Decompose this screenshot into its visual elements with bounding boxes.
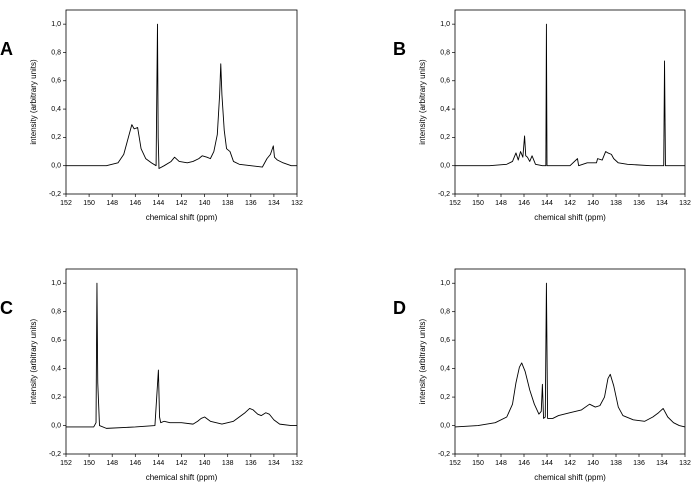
x-tick-label: 132 — [679, 460, 691, 467]
panel-letter: C — [0, 298, 13, 318]
panel-letter: D — [393, 298, 406, 318]
spectrum-line — [66, 23, 297, 169]
x-tick-label: 146 — [129, 460, 141, 467]
x-axis-label: chemical shift (ppm) — [146, 473, 218, 482]
x-tick-label: 144 — [541, 460, 553, 467]
x-tick-label: 146 — [518, 200, 530, 207]
x-tick-label: 142 — [564, 460, 576, 467]
x-tick-label: 134 — [656, 460, 668, 467]
y-tick-label: 0,6 — [440, 78, 450, 85]
x-axis-label: chemical shift (ppm) — [146, 213, 218, 222]
x-tick-label: 148 — [495, 460, 507, 467]
y-tick-label: -0,2 — [438, 451, 450, 458]
plot-frame — [454, 268, 686, 455]
x-tick-label: 134 — [268, 460, 280, 467]
x-axis-label: chemical shift (ppm) — [534, 213, 606, 222]
x-tick-label: 140 — [587, 460, 599, 467]
x-tick-label: 140 — [587, 200, 599, 207]
x-tick-label: 134 — [268, 200, 280, 207]
x-tick-label: 136 — [633, 200, 645, 207]
x-tick-label: 138 — [222, 200, 234, 207]
y-tick-label: 0,2 — [51, 134, 61, 141]
x-tick-label: 136 — [633, 460, 645, 467]
y-tick-label: 0,0 — [51, 163, 61, 170]
x-tick-label: 148 — [495, 200, 507, 207]
y-tick-label: -0,2 — [49, 191, 61, 198]
x-tick-label: 138 — [222, 460, 234, 467]
x-tick-label: 152 — [60, 460, 72, 467]
x-tick-label: 144 — [541, 200, 553, 207]
y-tick-label: 0,0 — [440, 422, 450, 429]
x-tick-label: 150 — [472, 200, 484, 207]
y-tick-label: 0,4 — [51, 106, 61, 113]
y-tick-label: 0,2 — [440, 394, 450, 401]
y-tick-label: 1,0 — [440, 280, 450, 287]
panel-letter: A — [0, 39, 13, 59]
spectrum-line — [455, 23, 685, 167]
x-tick-label: 136 — [245, 460, 257, 467]
x-tick-label: 150 — [472, 460, 484, 467]
y-tick-label: 0,2 — [51, 394, 61, 401]
y-tick-label: 0,8 — [440, 309, 450, 316]
y-axis-label: intensity (arbitrary units) — [29, 318, 38, 404]
x-tick-label: 148 — [106, 460, 118, 467]
y-tick-label: 0,6 — [440, 337, 450, 344]
y-tick-label: 0,6 — [51, 78, 61, 85]
y-tick-label: 0,6 — [51, 337, 61, 344]
y-tick-label: 0,0 — [440, 163, 450, 170]
x-tick-label: 150 — [83, 460, 95, 467]
x-tick-label: 144 — [153, 460, 165, 467]
spectrum-line — [66, 282, 297, 429]
x-axis-label: chemical shift (ppm) — [534, 473, 606, 482]
x-tick-label: 146 — [129, 200, 141, 207]
y-tick-label: 1,0 — [51, 280, 61, 287]
x-tick-label: 132 — [679, 200, 691, 207]
x-tick-label: 142 — [176, 460, 188, 467]
y-axis-label: intensity (arbitrary units) — [418, 318, 427, 404]
y-axis-label: intensity (arbitrary units) — [29, 59, 38, 145]
x-tick-label: 148 — [106, 200, 118, 207]
y-axis-label: intensity (arbitrary units) — [418, 59, 427, 145]
x-tick-label: 152 — [449, 200, 461, 207]
plot-frame — [454, 9, 686, 195]
y-tick-label: -0,2 — [49, 451, 61, 458]
x-tick-label: 146 — [518, 460, 530, 467]
x-tick-label: 150 — [83, 200, 95, 207]
x-tick-label: 136 — [245, 200, 257, 207]
spectrum-line — [454, 282, 686, 428]
x-tick-label: 140 — [199, 200, 211, 207]
y-tick-label: 1,0 — [51, 21, 61, 28]
y-tick-label: 0,8 — [51, 49, 61, 56]
y-tick-label: 1,0 — [440, 21, 450, 28]
x-tick-label: 132 — [291, 460, 303, 467]
x-tick-label: 138 — [610, 200, 622, 207]
x-tick-label: 134 — [656, 200, 668, 207]
x-tick-label: 152 — [60, 200, 72, 207]
x-tick-label: 142 — [564, 200, 576, 207]
y-tick-label: 0,4 — [440, 106, 450, 113]
y-tick-label: -0,2 — [438, 191, 450, 198]
x-tick-label: 142 — [176, 200, 188, 207]
y-tick-label: 0,0 — [51, 422, 61, 429]
x-tick-label: 132 — [291, 200, 303, 207]
x-tick-label: 152 — [449, 460, 461, 467]
y-tick-label: 0,4 — [51, 365, 61, 372]
y-tick-label: 0,8 — [51, 309, 61, 316]
y-tick-label: 0,8 — [440, 49, 450, 56]
x-tick-label: 138 — [610, 460, 622, 467]
x-tick-label: 144 — [153, 200, 165, 207]
y-tick-label: 0,4 — [440, 365, 450, 372]
panel-letter: B — [393, 39, 406, 59]
x-tick-label: 140 — [199, 460, 211, 467]
y-tick-label: 0,2 — [440, 134, 450, 141]
